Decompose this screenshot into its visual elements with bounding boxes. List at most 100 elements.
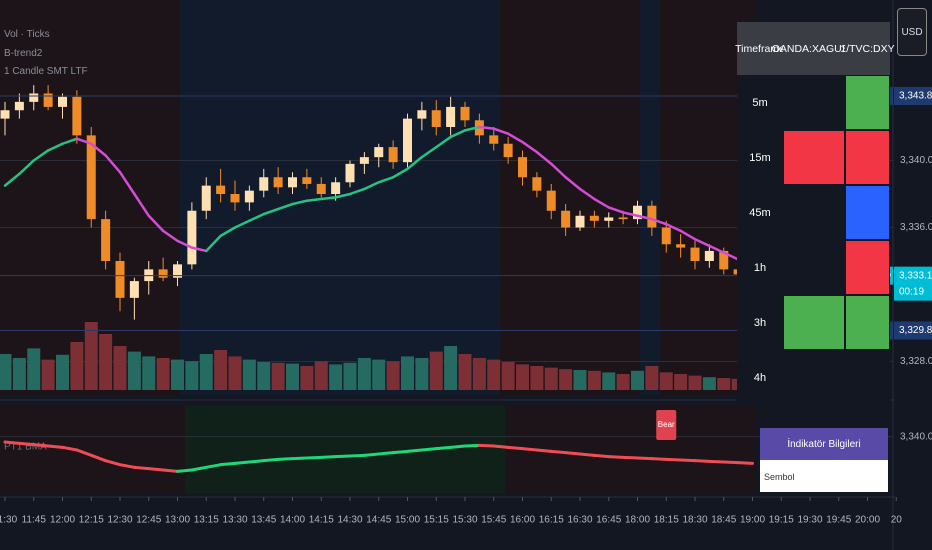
lower-segment [564,451,582,456]
x-tick-label: 19:45 [826,515,851,526]
legend: Vol · Ticks B-trend2 1 Candle SMT LTF [4,26,88,82]
legend-item: B-trend2 [4,47,43,59]
volume-bar [631,370,644,390]
table-header-row: Timeframe OANDA:XAGUSD 1/TVC:DXY [735,22,895,75]
lower-segment [506,445,524,451]
ma-segment [377,176,395,184]
lower-segment [362,452,381,457]
x-tick-label: 20:00 [855,515,880,526]
lower-segment [592,453,611,459]
volume-bar [70,342,84,390]
table-cell [845,240,890,295]
ma-segment [147,214,165,233]
volume-bar [717,378,731,390]
y-tick-label: 3,328.000 [900,356,932,367]
volume-bar [286,363,299,390]
candle-body [661,227,671,245]
candle-body [43,93,53,107]
ma-segment [492,127,510,135]
table-cell [845,185,890,240]
volume-bar [688,375,702,390]
lower-segment [319,455,338,459]
lower-segment [449,444,467,449]
candle-body [345,163,355,183]
ma-segment [348,187,366,196]
x-tick-label: 13:30 [222,515,247,526]
ma-segment [650,217,668,226]
candle-body [216,185,226,194]
volume-bar [372,359,386,390]
ma-segment [463,125,481,132]
volume-bar [257,362,271,390]
volume-bar [458,354,472,390]
ma-segment [276,202,294,211]
table-cell [845,350,890,405]
volume-bar [12,358,26,390]
price-tag-value: 3,333.125 [899,270,932,281]
lower-segment [434,445,453,451]
candle-body [230,194,240,203]
candle-body [388,147,398,163]
table-row-label: 5m [737,75,783,130]
volume-bar [127,351,141,390]
lower-segment [693,459,711,463]
lower-segment [406,448,424,453]
candle-body [532,177,542,191]
lower-segment [463,443,481,448]
ma-segment [722,251,740,261]
lower-segment [348,453,366,458]
volume-bar [645,366,659,390]
ma-segment [665,222,682,233]
ma-segment [176,239,194,249]
lower-segment [679,458,697,463]
x-tick-label: 16:00 [510,515,535,526]
lower-segment [219,461,237,467]
lower-segment [291,456,309,461]
lower-segment [104,459,122,467]
table-cell [783,130,845,185]
table-row: 4h [737,350,890,405]
y-tick-label: 3,336.000 [900,222,932,233]
x-tick-label: 16:30 [567,515,592,526]
lower-segment [664,457,683,462]
table-row-label: 4h [737,350,783,405]
volume-bar [27,348,41,390]
candle-body [259,177,269,191]
lower-segment [377,451,395,456]
table-row: 5m [737,75,890,130]
x-tick-label: 18:15 [654,515,679,526]
candle-body [158,269,168,278]
lower-segment [75,448,93,457]
table-row: 3h [737,295,890,350]
table-header-cell: Timeframe [735,22,785,75]
ma-segment [3,172,21,187]
ma-segment [607,206,625,214]
lower-segment [578,452,596,457]
candle-body [431,110,441,127]
candle-body [503,143,513,158]
ma-segment [391,167,409,179]
price-tag-box [894,266,932,301]
lower-segment [305,455,323,460]
candle-body [201,185,211,211]
ma-segment [621,211,639,218]
volume-bar [487,359,501,390]
candle-body [690,247,700,261]
ma-segment [363,181,380,191]
lower-segment [161,468,179,473]
lower-segment [334,454,352,459]
volume-bar [530,366,544,390]
volume-bar [113,346,127,390]
currency-button[interactable]: USD [897,8,927,56]
x-tick-label: 20 [891,515,903,526]
volume-bar [271,362,285,390]
ma-segment [219,226,237,238]
ma-segment [46,142,64,152]
ma-segment [535,150,553,166]
lower-segment [233,460,251,465]
ma-segment [161,229,179,243]
x-tick-label: 13:15 [194,515,219,526]
ma-segment [693,237,711,248]
volume-bar [329,364,343,390]
ma-segment [334,192,352,199]
